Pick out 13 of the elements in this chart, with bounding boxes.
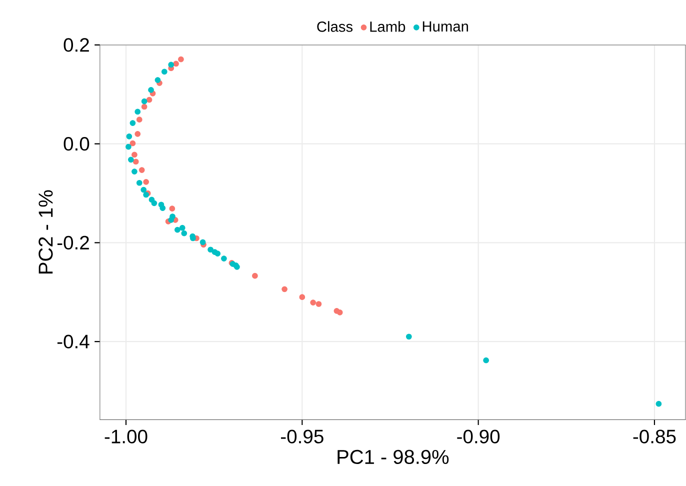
legend-title: Class bbox=[317, 21, 353, 32]
y-tick-label: -0.2 bbox=[57, 236, 89, 250]
x-tick-label: -0.85 bbox=[633, 430, 676, 444]
legend-label: Lamb bbox=[370, 21, 406, 32]
y-tick-label: 0.0 bbox=[64, 137, 90, 151]
x-tick-label: -0.95 bbox=[280, 430, 324, 444]
y-tick-label: -0.4 bbox=[57, 334, 90, 349]
y-axis-title: PC2 - 1% bbox=[38, 190, 53, 274]
x-axis-title: PC1 - 98.9% bbox=[338, 450, 449, 464]
x-tick-label: -0.90 bbox=[457, 430, 500, 444]
x-tick-label: -1.00 bbox=[104, 430, 148, 444]
legend-label: Human bbox=[422, 22, 468, 32]
y-tick-label: 0.2 bbox=[64, 38, 89, 52]
